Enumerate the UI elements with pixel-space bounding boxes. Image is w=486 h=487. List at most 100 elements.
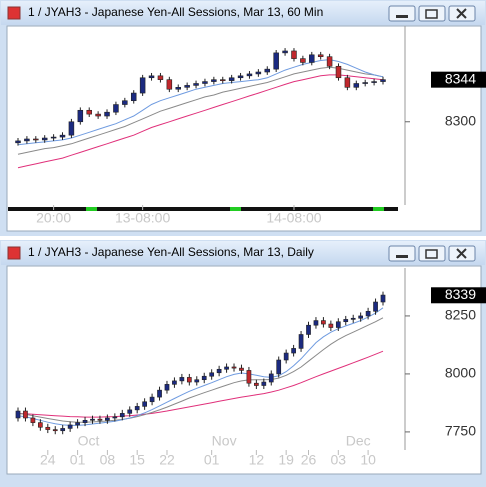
candle-body: [67, 424, 73, 429]
candle-body: [52, 429, 58, 432]
chart-panel: [6, 265, 482, 475]
candle-body: [291, 50, 297, 59]
candle-body: [149, 396, 155, 403]
candle-body: [77, 109, 84, 123]
close-glyph: [456, 8, 467, 19]
candle-body: [184, 85, 190, 88]
maximize-glyph: [425, 249, 438, 259]
moving-average: [17, 350, 384, 418]
last-price-tag: [431, 287, 486, 304]
candle-body: [82, 420, 88, 423]
candle-body: [276, 359, 282, 375]
candle-body: [328, 323, 334, 328]
candle-body: [317, 54, 324, 58]
candle-body: [321, 320, 326, 325]
y-tick-label: 8000: [445, 365, 476, 381]
candle-body: [148, 75, 155, 79]
x-tick-label: 26: [301, 452, 317, 468]
candle-body: [194, 379, 200, 383]
candle-body: [273, 52, 279, 70]
x-tick-label: 03: [331, 452, 347, 468]
candle-body: [142, 401, 147, 407]
x-tick-label: 19: [278, 452, 294, 468]
session-marker: [86, 207, 97, 211]
candle-body: [358, 315, 364, 319]
candle-body: [50, 136, 57, 139]
x-tick-label: 12: [249, 452, 265, 468]
candle-body: [127, 409, 133, 414]
candle-body: [68, 121, 75, 136]
candle-body: [202, 81, 208, 84]
candle-body: [255, 71, 262, 75]
candle-body: [33, 138, 39, 141]
candle-body: [15, 410, 21, 419]
candle-body: [371, 81, 377, 83]
candle-body: [112, 416, 118, 419]
candle-body: [201, 375, 207, 381]
candle-body: [30, 417, 36, 423]
candle-body: [211, 79, 217, 82]
window-title: 1 / JYAH3 - Japanese Yen-All Sessions, M…: [28, 5, 323, 19]
candle-body: [237, 75, 244, 79]
x-tick-label: 01: [70, 452, 86, 468]
minimize-glyph: [396, 15, 408, 18]
y-tick-label: 7750: [445, 423, 476, 439]
candle-body: [306, 324, 311, 335]
candle-body: [41, 137, 48, 141]
candle-body: [90, 418, 95, 421]
candle-body: [300, 58, 306, 63]
candle-body: [122, 100, 128, 105]
x-tick-label: 20:00: [36, 210, 71, 226]
x-tick-label: 15: [129, 452, 145, 468]
last-price-label: 8339: [445, 286, 476, 302]
candle-body: [139, 77, 146, 94]
month-label: Dec: [346, 433, 371, 449]
candle-body: [326, 56, 333, 67]
candle-body: [254, 382, 259, 386]
x-tick-label: 13-08:00: [115, 210, 170, 226]
candle-body: [119, 413, 125, 418]
window-title: 1 / JYAH3 - Japanese Yen-All Sessions, M…: [28, 245, 314, 259]
window-icon: [7, 246, 21, 260]
candle-body: [23, 410, 28, 419]
candle-body: [246, 73, 253, 77]
candle-body: [157, 75, 164, 80]
candle-body: [380, 294, 386, 303]
candle-body: [362, 82, 368, 84]
moving-average: [17, 317, 384, 423]
candle-body: [309, 54, 315, 63]
candle-body: [343, 319, 349, 323]
x-tick-label: 22: [159, 452, 175, 468]
candle-body: [86, 109, 92, 115]
minimize-button[interactable]: [388, 245, 416, 262]
candle-body: [179, 377, 185, 382]
candle-body: [313, 320, 319, 326]
moving-average: [17, 59, 384, 146]
minimize-button[interactable]: [388, 5, 416, 22]
candle-body: [291, 348, 296, 354]
candle-body: [60, 428, 66, 432]
moving-average: [17, 74, 384, 169]
candle-body: [268, 373, 274, 383]
candle-body: [166, 79, 173, 90]
candle-body: [335, 65, 342, 79]
candle-body: [228, 77, 235, 81]
candle-body: [239, 367, 244, 371]
month-label: Nov: [212, 433, 237, 449]
candle-body: [157, 389, 162, 398]
x-tick-label: 24: [40, 452, 56, 468]
minimize-glyph: [396, 255, 408, 258]
candle-body: [193, 83, 199, 86]
candle-body: [264, 68, 271, 73]
candle-body: [373, 301, 378, 312]
candle-body: [95, 113, 101, 117]
candle-body: [24, 138, 30, 142]
candle-body: [216, 368, 222, 374]
candle-body: [335, 321, 341, 328]
candle-body: [246, 370, 252, 384]
candle-body: [75, 422, 80, 426]
candle-body: [175, 87, 181, 90]
candle-body: [15, 140, 21, 144]
candle-body: [105, 417, 110, 421]
